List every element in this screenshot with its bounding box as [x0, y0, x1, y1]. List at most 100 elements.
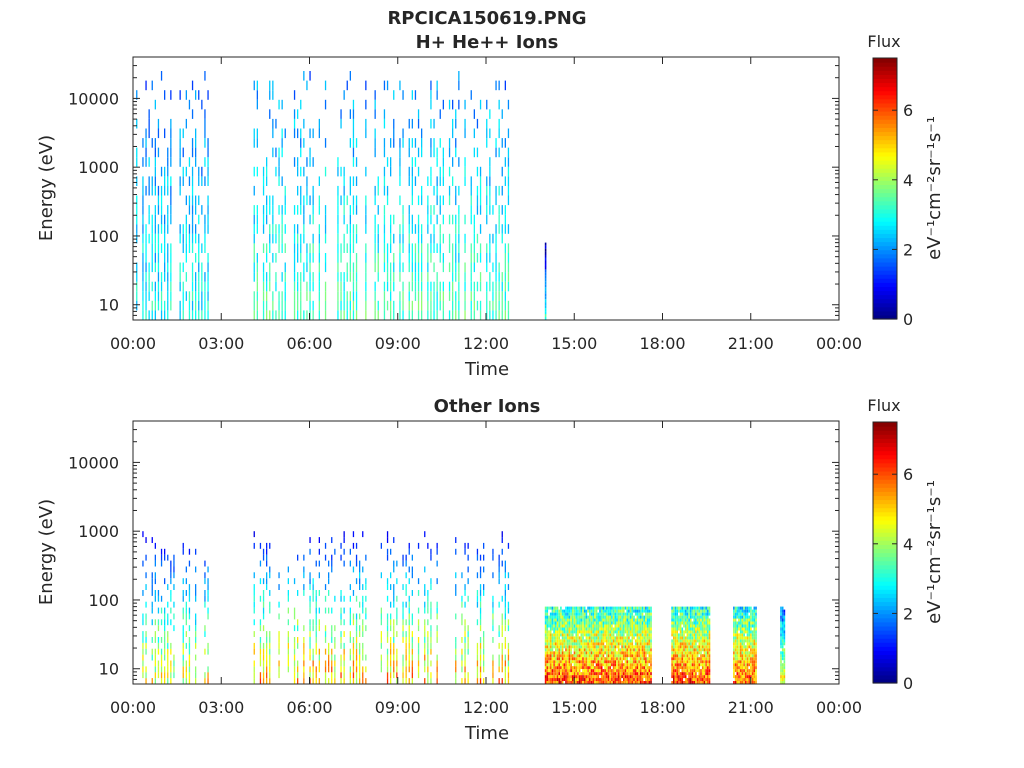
- spectrogram-cell: [287, 654, 289, 661]
- spectrogram-cell: [602, 633, 605, 637]
- spectrogram-cell: [607, 681, 610, 684]
- spectrogram-cell: [309, 595, 311, 602]
- spectrogram-cell: [648, 657, 651, 661]
- spectrogram-cell: [507, 666, 510, 673]
- spectrogram-cell: [700, 642, 702, 646]
- spectrogram-cell: [549, 642, 552, 646]
- spectrogram-cell: [624, 681, 627, 684]
- spectrogram-cell: [544, 317, 547, 320]
- spectrogram-cell: [430, 648, 432, 655]
- spectrogram-cell: [349, 272, 351, 282]
- spectrogram-cell: [696, 678, 699, 681]
- spectrogram-cell: [352, 176, 355, 186]
- spectrogram-cell: [634, 672, 637, 676]
- spectrogram-cell: [560, 666, 562, 670]
- colorbar-swatch: [873, 176, 897, 181]
- spectrogram-cell: [556, 648, 559, 652]
- spectrogram-cell: [303, 572, 305, 579]
- spectrogram-cell: [575, 660, 577, 664]
- spectrogram-cell: [705, 627, 707, 631]
- spectrogram-cell: [563, 651, 566, 655]
- spectrogram-cell: [479, 566, 482, 573]
- spectrogram-cell: [753, 663, 756, 667]
- spectrogram-cell: [253, 619, 255, 626]
- spectrogram-cell: [343, 595, 345, 602]
- spectrogram-cell: [455, 537, 457, 543]
- spectrogram-cell: [331, 672, 333, 679]
- spectrogram-cell: [195, 548, 197, 555]
- spectrogram-cell: [170, 90, 172, 100]
- spectrogram-cell: [695, 672, 697, 676]
- spectrogram-cell: [643, 681, 645, 684]
- spectrogram-cell: [185, 253, 187, 263]
- spectrogram-cell: [349, 253, 351, 263]
- spectrogram-cell: [430, 672, 432, 679]
- spectrogram-cell: [293, 90, 296, 100]
- spectrogram-cell: [405, 631, 407, 637]
- spectrogram-cell: [151, 253, 153, 263]
- spectrogram-cell: [275, 166, 277, 177]
- spectrogram-cell: [297, 590, 299, 596]
- spectrogram-cell: [755, 636, 757, 640]
- spectrogram-cell: [421, 300, 423, 311]
- spectrogram-cell: [253, 595, 255, 602]
- spectrogram-cell: [748, 621, 750, 625]
- spectrogram-cell: [154, 99, 156, 110]
- spectrogram-cell: [430, 233, 432, 244]
- spectrogram-cell: [626, 651, 628, 655]
- spectrogram-cell: [145, 631, 147, 637]
- spectrogram-cell: [748, 624, 750, 628]
- spectrogram-cell: [179, 176, 181, 186]
- spectrogram-cell: [741, 657, 744, 661]
- spectrogram-cell: [602, 639, 605, 643]
- spectrogram-cell: [693, 645, 695, 649]
- spectrogram-cell: [349, 109, 351, 119]
- spectrogram-cell: [577, 648, 579, 652]
- spectrogram-cell: [195, 595, 197, 602]
- spectrogram-cell: [195, 138, 197, 148]
- spectrogram-cell: [568, 612, 571, 616]
- spectrogram-cell: [430, 253, 432, 263]
- spectrogram-cell: [566, 612, 569, 616]
- spectrogram-cell: [278, 642, 280, 649]
- spectrogram-cell: [365, 205, 367, 215]
- spectrogram-cell: [568, 630, 571, 634]
- spectrogram-cell: [549, 624, 552, 628]
- spectrogram-cell: [182, 243, 184, 253]
- spectrogram-cell: [201, 166, 203, 177]
- spectrogram-cell: [739, 624, 742, 628]
- spectrogram-cell: [690, 675, 692, 679]
- spectrogram-cell: [619, 681, 622, 684]
- spectrogram-cell: [275, 147, 277, 158]
- spectrogram-cell: [340, 300, 342, 311]
- spectrogram-cell: [555, 648, 557, 652]
- spectrogram-cell: [745, 666, 747, 670]
- spectrogram-cell: [433, 310, 435, 320]
- spectrogram-cell: [185, 678, 187, 684]
- spectrogram-cell: [408, 243, 410, 253]
- spectrogram-cell: [616, 666, 618, 670]
- spectrogram-cell: [421, 291, 423, 301]
- spectrogram-cell: [707, 660, 709, 664]
- spectrogram-cell: [312, 205, 314, 215]
- spectrogram-cell: [753, 648, 756, 652]
- spectrogram-cell: [751, 612, 754, 616]
- spectrogram-cell: [688, 636, 690, 640]
- spectrogram-cell: [671, 681, 673, 684]
- spectrogram-cell: [600, 618, 603, 622]
- spectrogram-cell: [555, 612, 557, 616]
- spectrogram-cell: [698, 681, 701, 684]
- spectrogram-cell: [383, 185, 386, 196]
- spectrogram-cell: [640, 630, 642, 634]
- spectrogram-cell: [195, 300, 197, 311]
- spectrogram-cell: [343, 205, 345, 215]
- spectrogram-cell: [739, 636, 742, 640]
- spectrogram-cell: [561, 624, 564, 628]
- spectrogram-cell: [585, 654, 588, 658]
- spectrogram-cell: [402, 584, 404, 590]
- spectrogram-cell: [734, 648, 737, 652]
- spectrogram-cell: [436, 654, 438, 661]
- spectrogram-cell: [504, 613, 506, 620]
- spectrogram-cell: [580, 636, 583, 640]
- spectrogram-cell: [612, 675, 615, 679]
